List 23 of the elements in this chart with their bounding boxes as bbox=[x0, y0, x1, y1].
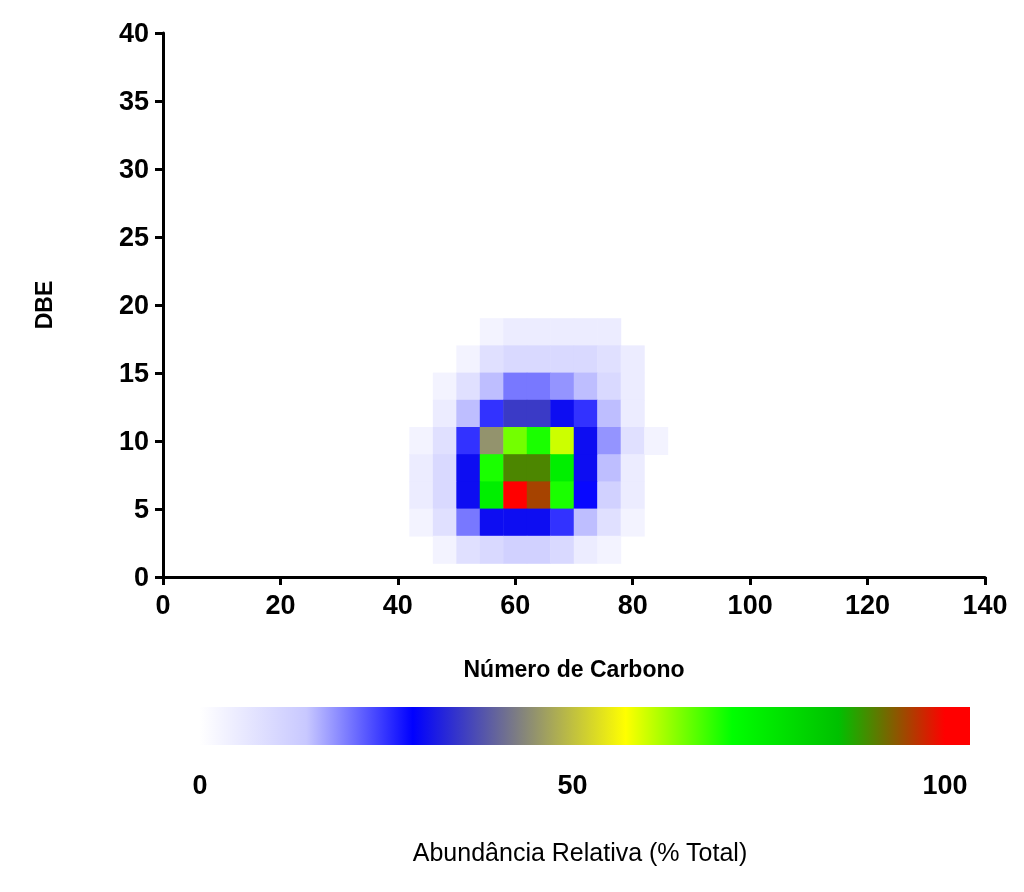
color-bar-title: Abundância Relativa (% Total) bbox=[412, 838, 748, 866]
y-tick-label: 0 bbox=[133, 562, 149, 592]
color-bar-label: 0 bbox=[192, 770, 208, 800]
y-tick-label: 35 bbox=[118, 86, 149, 116]
y-tick-label: 5 bbox=[133, 494, 149, 524]
x-tick-label: 120 bbox=[845, 589, 891, 620]
x-tick-label: 20 bbox=[265, 589, 296, 620]
x-tick-label: 0 bbox=[155, 589, 171, 620]
color-bar-label: 100 bbox=[922, 770, 968, 800]
x-axis-title: Número de Carbono bbox=[463, 655, 685, 682]
y-tick-label: 25 bbox=[118, 222, 149, 252]
y-tick-label: 10 bbox=[118, 426, 149, 456]
y-tick-label: 30 bbox=[118, 154, 149, 184]
x-tick-label: 60 bbox=[500, 589, 531, 620]
x-tick-label: 80 bbox=[617, 589, 648, 620]
x-tick-label: 140 bbox=[962, 589, 1008, 620]
y-tick-label: 20 bbox=[118, 290, 149, 320]
y-tick-label: 15 bbox=[118, 358, 149, 388]
x-tick-label: 100 bbox=[727, 589, 773, 620]
x-tick-label: 40 bbox=[382, 589, 413, 620]
color-bar-label: 50 bbox=[557, 770, 588, 800]
y-axis-title: DBE bbox=[30, 280, 57, 330]
y-tick-label: 40 bbox=[118, 18, 149, 48]
